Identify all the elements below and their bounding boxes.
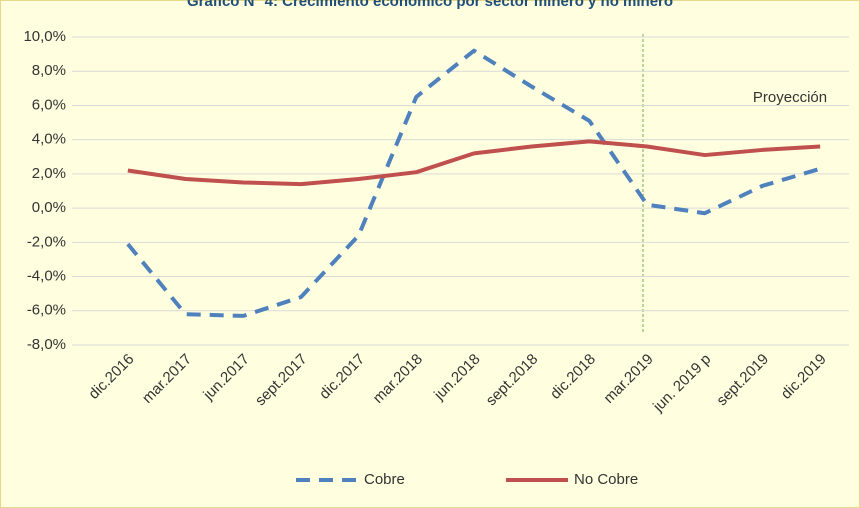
x-tick-label: sept.2018 [483,351,542,410]
legend-label: Cobre [364,471,405,488]
x-tick-label: dic.2019 [778,351,830,403]
x-tick-label: mar.2018 [370,351,426,407]
y-tick-label: 2,0% [32,165,66,182]
chart-title: Gráfico N° 4: Crecimiento económico por … [187,0,673,10]
y-tick-label: -8,0% [27,336,66,353]
y-tick-label: -2,0% [27,233,66,250]
x-tick-label: dic.2018 [547,351,599,403]
annotation: Proyección [753,89,827,106]
x-tick-label: jun.2018 [430,351,483,404]
y-tick-label: 10,0% [23,28,66,45]
series-line [127,139,821,187]
x-tick-label: dic.2016 [85,351,137,403]
series-line [126,48,821,318]
legend-label: No Cobre [574,471,638,488]
x-tick-label: sept.2017 [252,351,311,410]
x-tick-label: jun. 2019 p [649,351,714,416]
x-tick-label: mar.2017 [139,351,195,407]
y-tick-label: 4,0% [32,131,66,148]
y-tick-label: 0,0% [32,199,66,216]
x-tick-label: mar.2019 [600,351,656,407]
y-tick-label: 8,0% [32,62,66,79]
y-tick-label: -4,0% [27,268,66,285]
x-tick-label: dic.2017 [316,351,368,403]
y-tick-label: 6,0% [32,96,66,113]
x-tick-label: sept.2019 [713,351,772,410]
y-tick-label: -6,0% [27,302,66,319]
x-tick-label: jun.2017 [199,351,252,404]
